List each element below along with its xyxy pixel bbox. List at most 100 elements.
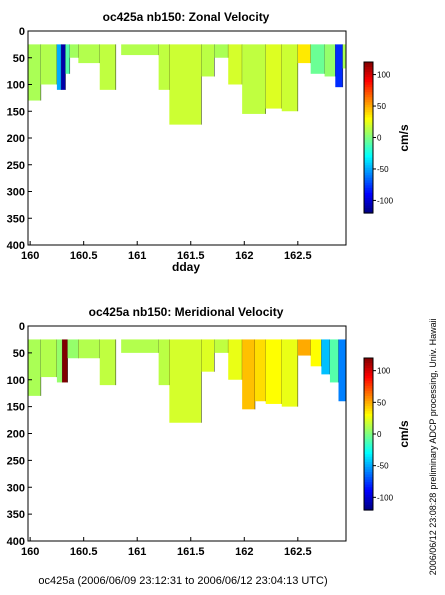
velocity-column-10	[169, 44, 202, 125]
colorbar-segment	[364, 124, 373, 129]
colorbar-segment	[364, 122, 373, 126]
x-tick-label: 162	[235, 546, 253, 558]
velocity-column-6	[99, 339, 116, 386]
colorbar-segment	[364, 393, 373, 397]
colorbar-segment	[364, 403, 373, 407]
velocity-column-10	[201, 339, 215, 372]
velocity-column-4	[67, 339, 79, 359]
y-tick-label: 0	[19, 321, 25, 333]
colorbar-segment	[364, 137, 373, 141]
colorbar-segment	[364, 383, 373, 387]
colorbar-segment	[364, 119, 373, 123]
colorbar-segment	[364, 142, 373, 146]
velocity-column-13	[242, 339, 255, 410]
velocity-column-2	[56, 44, 62, 90]
colorbar-segment	[364, 368, 373, 372]
colorbar-segment	[364, 479, 373, 483]
x-tick-label: 162.5	[284, 546, 312, 558]
colorbar-segment	[364, 428, 373, 433]
colorbar-tick-label: 0	[377, 430, 382, 439]
colorbar-segment	[364, 109, 373, 113]
velocity-column-7	[99, 44, 116, 90]
y-tick-label: 100	[7, 375, 25, 387]
velocity-column-3	[61, 44, 66, 90]
colorbar-segment	[364, 190, 373, 194]
colorbar-segment	[364, 396, 373, 400]
colorbar-segment	[364, 499, 373, 503]
y-tick-label: 350	[7, 509, 25, 521]
colorbar-segment	[364, 426, 373, 430]
colorbar-segment	[364, 167, 373, 171]
velocity-column-16	[281, 44, 298, 112]
velocity-column-16	[281, 339, 298, 407]
colorbar-segment	[364, 398, 373, 402]
colorbar-segment	[364, 207, 373, 212]
colorbar-segment	[364, 97, 373, 101]
colorbar-segment	[364, 449, 373, 453]
colorbar-segment	[364, 114, 373, 118]
colorbar-segment	[364, 79, 373, 83]
y-tick-label: 350	[7, 213, 25, 225]
velocity-column-0	[28, 339, 41, 396]
velocity-column-18	[310, 44, 325, 74]
velocity-column-14	[242, 44, 266, 114]
velocity-column-6	[78, 44, 100, 64]
colorbar-segment	[364, 421, 373, 425]
colorbar-segment	[364, 436, 373, 440]
colorbar-segment	[364, 411, 373, 415]
x-tick-label: 162	[235, 250, 253, 262]
colorbar-segment	[364, 172, 373, 176]
velocity-column-0	[28, 44, 41, 101]
colorbar-segment	[364, 180, 373, 184]
velocity-column-9	[169, 339, 202, 423]
y-tick-label: 200	[7, 429, 25, 441]
colorbar-segment	[364, 378, 373, 382]
velocity-column-8	[158, 339, 170, 386]
colorbar-segment	[364, 474, 373, 478]
colorbar-segment	[364, 152, 373, 156]
colorbar-segment	[364, 444, 373, 448]
colorbar-segment	[364, 360, 373, 364]
zonal-panel-title: oc425a nb150: Zonal Velocity	[103, 10, 270, 24]
colorbar-segment	[364, 375, 373, 379]
colorbar-segment	[364, 74, 373, 78]
colorbar-segment	[364, 162, 373, 166]
colorbar-segment	[364, 370, 373, 374]
x-tick-label: 160.5	[70, 250, 98, 262]
colorbar-segment	[364, 401, 373, 405]
colorbar-segment	[364, 127, 373, 131]
colorbar-segment	[364, 62, 373, 66]
y-tick-label: 50	[13, 348, 25, 360]
x-tick-label: 161	[128, 250, 146, 262]
colorbar-segment	[364, 472, 373, 476]
y-tick-label: 0	[19, 26, 25, 38]
colorbar-segment	[364, 87, 373, 91]
colorbar-segment	[364, 82, 373, 86]
colorbar-segment	[364, 408, 373, 412]
y-tick-label: 100	[7, 80, 25, 92]
colorbar-segment	[364, 77, 373, 81]
colorbar-segment	[364, 469, 373, 473]
colorbar-segment	[364, 489, 373, 493]
velocity-column-11	[214, 339, 229, 353]
velocity-column-15	[265, 339, 282, 404]
y-tick-label: 150	[7, 106, 25, 118]
colorbar-segment	[364, 456, 373, 460]
colorbar-segment	[364, 147, 373, 151]
y-tick-label: 150	[7, 402, 25, 414]
velocity-column-17	[297, 339, 311, 356]
colorbar-segment	[364, 145, 373, 149]
colorbar-segment	[364, 451, 373, 455]
timestamp-note: 2006/06/12 23:08:28	[428, 493, 438, 576]
colorbar-tick-label: 0	[377, 134, 382, 143]
y-tick-label: 250	[7, 160, 25, 172]
colorbar-segment	[364, 177, 373, 181]
colorbar-tick-label: -100	[377, 196, 394, 205]
colorbar-segment	[364, 170, 373, 174]
colorbar-tick-label: 50	[377, 398, 386, 407]
velocity-column-13	[228, 44, 243, 85]
colorbar-segment	[364, 439, 373, 443]
zonal-velocity-panel: oc425a nb150: Zonal Velocity 160 160.5 161…	[7, 10, 411, 274]
colorbar-tick-label: -50	[377, 462, 389, 471]
colorbar-segment	[364, 454, 373, 458]
